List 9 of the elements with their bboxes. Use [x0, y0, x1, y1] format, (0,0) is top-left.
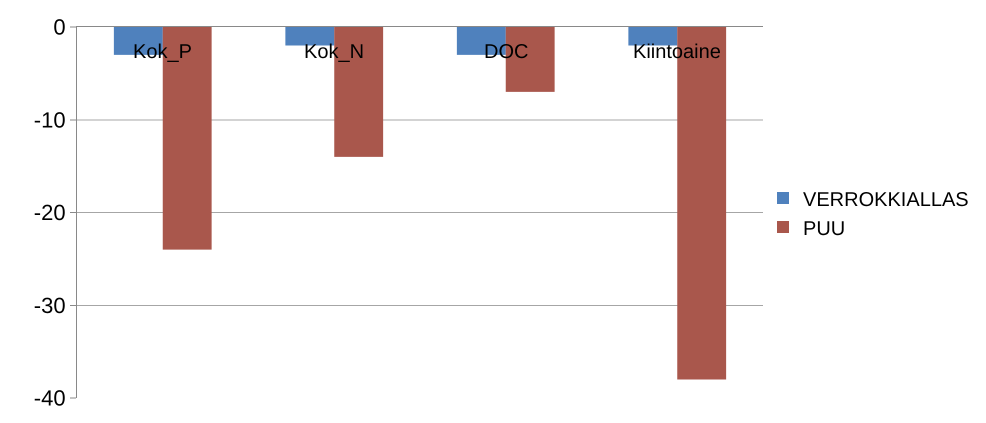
x-tick-label: Kok_P [133, 41, 192, 63]
y-tick-label: -20 [34, 200, 66, 226]
x-tick-label: Kiintoaine [633, 41, 721, 63]
y-tick-label: -30 [34, 292, 66, 318]
y-tick-label: -40 [34, 386, 66, 411]
y-tick-label: -10 [34, 107, 66, 132]
legend-label: PUU [803, 218, 846, 240]
legend-label: VERROKKIALLAS [803, 188, 969, 211]
y-tick-label: 0 [53, 14, 66, 40]
